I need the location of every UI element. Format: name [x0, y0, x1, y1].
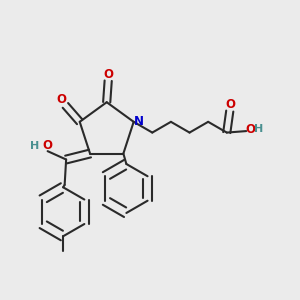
Text: O: O [245, 123, 255, 136]
Text: O: O [104, 68, 114, 81]
Text: O: O [42, 139, 52, 152]
Text: H: H [254, 124, 263, 134]
Text: N: N [134, 115, 143, 128]
Text: H: H [31, 141, 40, 151]
Text: O: O [56, 93, 66, 106]
Text: O: O [225, 98, 236, 111]
